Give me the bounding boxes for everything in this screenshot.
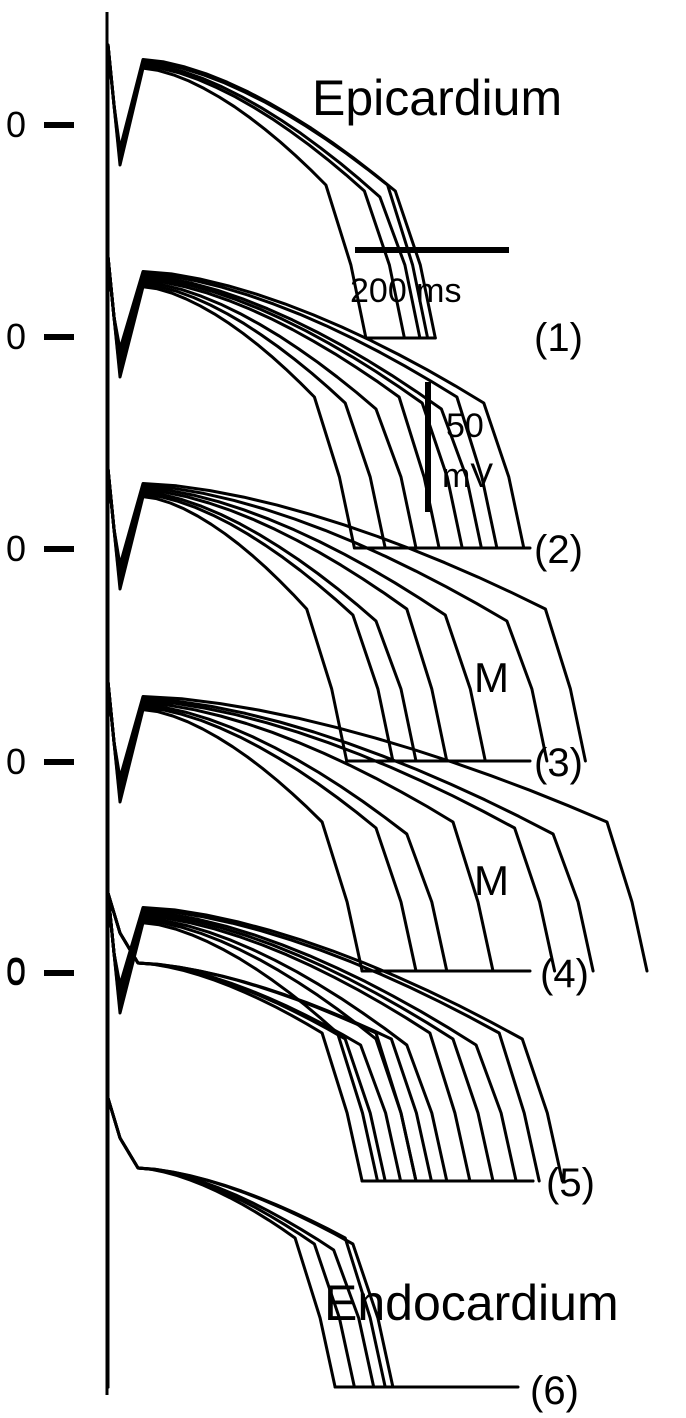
ap-trace-4-7 [106,891,564,1183]
ap-trace-6-2 [106,1096,376,1389]
trace-group-6 [106,1096,520,1389]
trace-group-0 [106,43,437,340]
ap-trace-4-5 [106,891,518,1183]
trace-index-2: (2) [534,528,583,572]
ap-trace-2-5 [106,467,549,763]
ap-trace-3-1 [106,680,418,973]
region-label-epicardium: Epicardium [312,70,562,126]
trace-index-4: (4) [540,952,589,996]
zero-marker-trace-5: 0 [6,950,26,991]
trace-index-1: (1) [534,316,583,360]
ap-trace-2-4 [106,467,487,763]
ap-trace-6-0 [106,1096,337,1389]
ap-trace-6-4 [106,1096,395,1389]
action-potential-traces [106,43,649,1389]
trace-group-4 [106,891,564,1183]
ap-trace-1-4 [106,255,464,550]
ap-trace-2-0 [106,467,349,763]
trace-group-1 [106,255,532,550]
zero-label-trace-5: 0 [6,950,26,991]
ap-trace-3-0 [106,680,364,973]
ap-trace-1-6 [106,255,499,550]
trace-group-5 [106,891,535,1183]
ap-trace-0-1 [106,43,406,340]
ap-trace-4-4 [106,891,495,1183]
ap-trace-1-3 [106,255,441,550]
ap-trace-3-5 [106,680,595,973]
ap-trace-3-4 [106,680,557,973]
ap-trace-0-4 [106,43,437,340]
ap-trace-5-4 [106,891,433,1183]
ap-trace-0-0 [106,43,368,340]
ap-trace-1-5 [106,255,483,550]
zero-markers: 0 0 0 0 0 0 0 0 0 0 0 0 0 0 0 0 0 0 0 0 … [6,104,74,993]
ap-trace-1-7 [106,255,526,550]
trace-group-3 [106,680,649,973]
trace-index-6: (6) [530,1369,579,1413]
ap-trace-2-3 [106,467,449,763]
region-label-endocardium: Endocardium [324,1275,619,1331]
ap-trace-4-0 [106,891,379,1183]
ap-trace-1-0 [106,255,356,550]
ap-trace-1-1 [106,255,387,550]
voltage-scale-value: 50 [446,407,484,445]
region-label-m-1: M [474,654,509,701]
region-label-m-2: M [474,857,509,904]
ap-trace-2-1 [106,467,395,763]
zero-label-3: 0 [6,741,26,782]
ap-trace-3-3 [106,680,495,973]
ap-trace-0-2 [106,43,422,340]
ap-trace-2-2 [106,467,418,763]
trace-group-2 [106,467,587,763]
ap-trace-4-2 [106,891,449,1183]
zero-label-4: 0 [6,952,26,993]
ap-trace-1-2 [106,255,418,550]
ap-trace-3-2 [106,680,449,973]
trace-index-3: (3) [534,741,583,785]
ap-trace-3-6 [106,680,649,973]
ap-trace-4-6 [106,891,541,1183]
zero-label-1: 0 [6,316,26,357]
ap-trace-4-3 [106,891,472,1183]
zero-label-0: 0 [6,104,26,145]
trace-index-5: (5) [546,1161,595,1205]
voltage-scale-unit: mV [442,457,493,495]
time-scale-label: 200 ms [350,272,462,310]
ap-trace-6-1 [106,1096,356,1389]
ap-trace-2-6 [106,467,587,763]
zero-label-2: 0 [6,528,26,569]
